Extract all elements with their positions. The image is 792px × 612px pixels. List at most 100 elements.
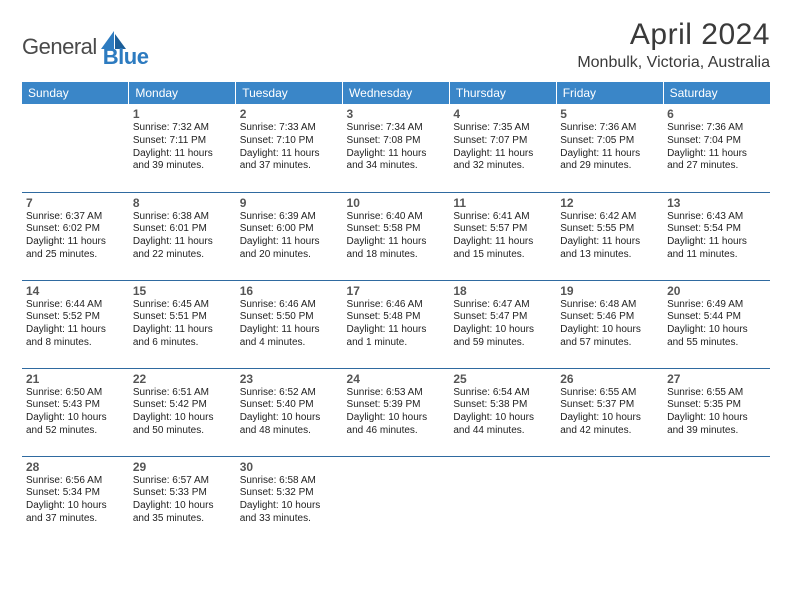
daylight-line: Daylight: 11 hours and 6 minutes. xyxy=(133,324,232,350)
location: Monbulk, Victoria, Australia xyxy=(577,54,770,72)
sunset-line: Sunset: 5:42 PM xyxy=(133,399,232,412)
sunset-line: Sunset: 5:51 PM xyxy=(133,311,232,324)
daylight-line: Daylight: 11 hours and 11 minutes. xyxy=(667,236,766,262)
sunset-line: Sunset: 7:11 PM xyxy=(133,135,232,148)
sunset-line: Sunset: 5:47 PM xyxy=(453,311,552,324)
day-cell: 8Sunrise: 6:38 AMSunset: 6:01 PMDaylight… xyxy=(129,192,236,280)
sunrise-line: Sunrise: 6:51 AM xyxy=(133,387,232,400)
day-cell: 18Sunrise: 6:47 AMSunset: 5:47 PMDayligh… xyxy=(449,280,556,368)
daylight-line: Daylight: 10 hours and 44 minutes. xyxy=(453,412,552,438)
day-number: 27 xyxy=(667,372,766,386)
dow-tuesday: Tuesday xyxy=(236,82,343,104)
sunset-line: Sunset: 5:40 PM xyxy=(240,399,339,412)
day-of-week-row: Sunday Monday Tuesday Wednesday Thursday… xyxy=(22,82,770,104)
day-number: 16 xyxy=(240,284,339,298)
day-number: 12 xyxy=(560,196,659,210)
day-number: 22 xyxy=(133,372,232,386)
daylight-line: Daylight: 10 hours and 42 minutes. xyxy=(560,412,659,438)
day-cell xyxy=(556,456,663,544)
day-number: 20 xyxy=(667,284,766,298)
sunset-line: Sunset: 5:35 PM xyxy=(667,399,766,412)
day-number: 14 xyxy=(26,284,125,298)
daylight-line: Daylight: 11 hours and 25 minutes. xyxy=(26,236,125,262)
daylight-line: Daylight: 11 hours and 29 minutes. xyxy=(560,148,659,174)
day-number: 3 xyxy=(347,107,446,121)
sunset-line: Sunset: 7:07 PM xyxy=(453,135,552,148)
sunrise-line: Sunrise: 6:40 AM xyxy=(347,211,446,224)
day-cell: 10Sunrise: 6:40 AMSunset: 5:58 PMDayligh… xyxy=(343,192,450,280)
sunrise-line: Sunrise: 6:57 AM xyxy=(133,475,232,488)
sunset-line: Sunset: 5:38 PM xyxy=(453,399,552,412)
sunrise-line: Sunrise: 6:56 AM xyxy=(26,475,125,488)
sunset-line: Sunset: 5:39 PM xyxy=(347,399,446,412)
day-number: 18 xyxy=(453,284,552,298)
week-row: 1Sunrise: 7:32 AMSunset: 7:11 PMDaylight… xyxy=(22,104,770,192)
sunrise-line: Sunrise: 6:46 AM xyxy=(240,299,339,312)
sunrise-line: Sunrise: 6:41 AM xyxy=(453,211,552,224)
sunrise-line: Sunrise: 6:50 AM xyxy=(26,387,125,400)
day-cell: 9Sunrise: 6:39 AMSunset: 6:00 PMDaylight… xyxy=(236,192,343,280)
sunrise-line: Sunrise: 6:38 AM xyxy=(133,211,232,224)
day-cell xyxy=(449,456,556,544)
day-number: 4 xyxy=(453,107,552,121)
day-number: 19 xyxy=(560,284,659,298)
page-title: April 2024 xyxy=(577,18,770,52)
daylight-line: Daylight: 11 hours and 15 minutes. xyxy=(453,236,552,262)
day-cell xyxy=(22,104,129,192)
day-number: 1 xyxy=(133,107,232,121)
day-number: 11 xyxy=(453,196,552,210)
daylight-line: Daylight: 11 hours and 8 minutes. xyxy=(26,324,125,350)
day-cell: 7Sunrise: 6:37 AMSunset: 6:02 PMDaylight… xyxy=(22,192,129,280)
day-cell: 1Sunrise: 7:32 AMSunset: 7:11 PMDaylight… xyxy=(129,104,236,192)
sunset-line: Sunset: 6:01 PM xyxy=(133,223,232,236)
sunrise-line: Sunrise: 6:47 AM xyxy=(453,299,552,312)
daylight-line: Daylight: 11 hours and 4 minutes. xyxy=(240,324,339,350)
sunrise-line: Sunrise: 6:43 AM xyxy=(667,211,766,224)
title-block: April 2024 Monbulk, Victoria, Australia xyxy=(577,18,770,72)
sunset-line: Sunset: 7:10 PM xyxy=(240,135,339,148)
week-row: 21Sunrise: 6:50 AMSunset: 5:43 PMDayligh… xyxy=(22,368,770,456)
header: General Blue April 2024 Monbulk, Victori… xyxy=(22,18,770,72)
daylight-line: Daylight: 11 hours and 39 minutes. xyxy=(133,148,232,174)
day-cell: 29Sunrise: 6:57 AMSunset: 5:33 PMDayligh… xyxy=(129,456,236,544)
daylight-line: Daylight: 10 hours and 39 minutes. xyxy=(667,412,766,438)
sunrise-line: Sunrise: 6:52 AM xyxy=(240,387,339,400)
day-number: 26 xyxy=(560,372,659,386)
day-cell: 2Sunrise: 7:33 AMSunset: 7:10 PMDaylight… xyxy=(236,104,343,192)
week-row: 28Sunrise: 6:56 AMSunset: 5:34 PMDayligh… xyxy=(22,456,770,544)
day-number: 15 xyxy=(133,284,232,298)
day-number: 6 xyxy=(667,107,766,121)
sunset-line: Sunset: 5:33 PM xyxy=(133,487,232,500)
daylight-line: Daylight: 10 hours and 35 minutes. xyxy=(133,500,232,526)
day-cell: 26Sunrise: 6:55 AMSunset: 5:37 PMDayligh… xyxy=(556,368,663,456)
sunrise-line: Sunrise: 6:48 AM xyxy=(560,299,659,312)
dow-wednesday: Wednesday xyxy=(343,82,450,104)
day-cell: 30Sunrise: 6:58 AMSunset: 5:32 PMDayligh… xyxy=(236,456,343,544)
day-cell: 3Sunrise: 7:34 AMSunset: 7:08 PMDaylight… xyxy=(343,104,450,192)
daylight-line: Daylight: 10 hours and 37 minutes. xyxy=(26,500,125,526)
daylight-line: Daylight: 11 hours and 22 minutes. xyxy=(133,236,232,262)
day-cell: 4Sunrise: 7:35 AMSunset: 7:07 PMDaylight… xyxy=(449,104,556,192)
sunrise-line: Sunrise: 6:49 AM xyxy=(667,299,766,312)
dow-friday: Friday xyxy=(556,82,663,104)
daylight-line: Daylight: 10 hours and 48 minutes. xyxy=(240,412,339,438)
dow-monday: Monday xyxy=(129,82,236,104)
day-number: 24 xyxy=(347,372,446,386)
day-number: 7 xyxy=(26,196,125,210)
sunrise-line: Sunrise: 6:55 AM xyxy=(560,387,659,400)
day-cell: 22Sunrise: 6:51 AMSunset: 5:42 PMDayligh… xyxy=(129,368,236,456)
sunset-line: Sunset: 5:50 PM xyxy=(240,311,339,324)
sunset-line: Sunset: 5:37 PM xyxy=(560,399,659,412)
day-cell: 24Sunrise: 6:53 AMSunset: 5:39 PMDayligh… xyxy=(343,368,450,456)
dow-thursday: Thursday xyxy=(449,82,556,104)
sunset-line: Sunset: 5:32 PM xyxy=(240,487,339,500)
day-number: 10 xyxy=(347,196,446,210)
week-row: 7Sunrise: 6:37 AMSunset: 6:02 PMDaylight… xyxy=(22,192,770,280)
sunrise-line: Sunrise: 7:32 AM xyxy=(133,122,232,135)
daylight-line: Daylight: 10 hours and 50 minutes. xyxy=(133,412,232,438)
sunset-line: Sunset: 5:43 PM xyxy=(26,399,125,412)
daylight-line: Daylight: 10 hours and 59 minutes. xyxy=(453,324,552,350)
sunset-line: Sunset: 5:34 PM xyxy=(26,487,125,500)
daylight-line: Daylight: 11 hours and 13 minutes. xyxy=(560,236,659,262)
logo: General Blue xyxy=(22,18,148,70)
